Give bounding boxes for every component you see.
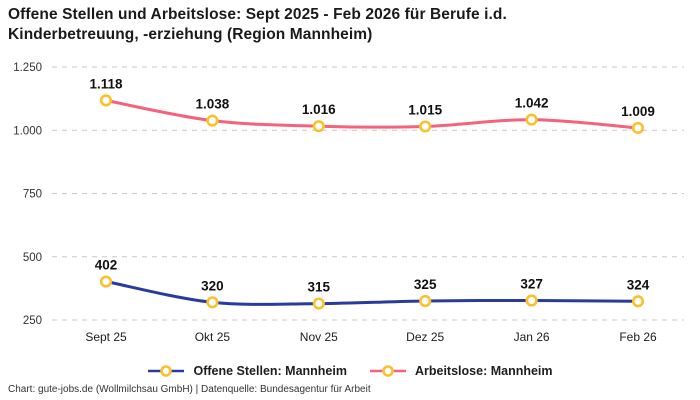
chart-credit: Chart: gute-jobs.de (Wollmilchsau GmbH) … xyxy=(8,384,371,395)
value-label-offene-stellen: 402 xyxy=(95,258,118,273)
x-tick-label: Feb 26 xyxy=(619,330,657,344)
legend-marker-icon xyxy=(382,365,394,377)
data-point-arbeitslose xyxy=(206,114,219,127)
data-point-offene-stellen xyxy=(525,294,538,307)
y-tick-label: 1.250 xyxy=(13,62,42,74)
y-tick-label: 250 xyxy=(23,315,42,327)
legend-label-arbeitslose: Arbeitslose: Mannheim xyxy=(414,364,553,378)
legend-item-arbeitslose: Arbeitslose: Mannheim xyxy=(369,364,553,378)
line-chart-plot: 250 500 750 1.000 1.250 Sept 25 Okt 25 Nov 25 De… xyxy=(13,62,684,344)
chart-title-line1: Offene Stellen und Arbeitslose: Sept 202… xyxy=(8,6,507,23)
data-point-arbeitslose xyxy=(312,120,325,133)
x-tick-label: Jan 26 xyxy=(514,330,550,344)
series-line-offene-stellen xyxy=(104,280,640,306)
y-tick-label: 500 xyxy=(23,252,42,264)
x-tick-label: Dez 25 xyxy=(406,330,444,344)
legend-swatch-offene-stellen xyxy=(148,365,185,377)
x-tick-label: Okt 25 xyxy=(195,330,231,344)
legend-label-offene-stellen: Offene Stellen: Mannheim xyxy=(193,364,347,378)
data-point-arbeitslose xyxy=(631,121,645,135)
value-label-arbeitslose: 1.118 xyxy=(89,76,123,91)
data-point-arbeitslose xyxy=(525,113,538,126)
value-label-offene-stellen: 327 xyxy=(520,277,543,292)
data-point-offene-stellen xyxy=(631,295,645,308)
data-point-offene-stellen xyxy=(99,275,113,288)
series-line-arbeitslose xyxy=(104,98,640,130)
legend-marker-icon xyxy=(160,365,173,377)
data-point-arbeitslose xyxy=(99,94,113,107)
x-tick-label: Nov 25 xyxy=(300,330,338,344)
value-label-offene-stellen: 324 xyxy=(627,277,650,292)
value-label-arbeitslose: 1.042 xyxy=(515,96,549,111)
value-label-arbeitslose: 1.038 xyxy=(196,97,230,112)
chart-legend: Offene Stellen: Mannheim Arbeitslose: Ma… xyxy=(0,362,700,380)
value-label-offene-stellen: 315 xyxy=(308,280,331,295)
y-tick-label: 750 xyxy=(23,189,42,201)
data-point-offene-stellen xyxy=(206,296,219,309)
data-point-offene-stellen xyxy=(312,297,325,310)
value-label-arbeitslose: 1.016 xyxy=(302,102,336,117)
y-tick-label: 1.000 xyxy=(13,125,42,137)
value-label-offene-stellen: 325 xyxy=(414,277,437,292)
legend-swatch-arbeitslose xyxy=(369,365,406,377)
x-tick-label: Sept 25 xyxy=(85,330,127,344)
data-point-offene-stellen xyxy=(419,294,432,308)
value-label-arbeitslose: 1.009 xyxy=(621,104,655,119)
data-point-arbeitslose xyxy=(419,120,432,133)
value-label-arbeitslose: 1.015 xyxy=(408,102,442,117)
legend-item-offene-stellen: Offene Stellen: Mannheim xyxy=(147,364,347,378)
chart-title: Offene Stellen und Arbeitslose: Sept 202… xyxy=(8,5,628,45)
value-label-offene-stellen: 320 xyxy=(201,278,224,293)
chart-title-line2: Kinderbetreuung, -erziehung (Region Mann… xyxy=(8,26,373,43)
